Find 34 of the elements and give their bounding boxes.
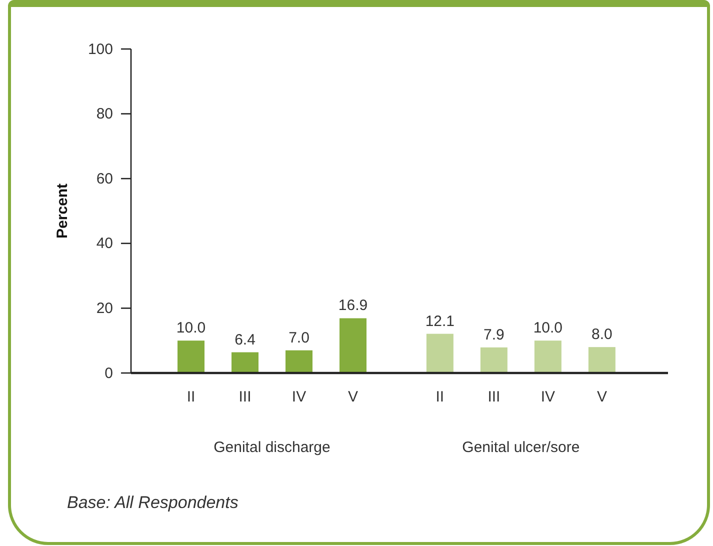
y-tick-label: 80 [96, 106, 113, 123]
data-label: 10.0 [533, 320, 563, 337]
bar [534, 340, 562, 373]
x-tick-label: IV [540, 388, 556, 406]
data-label: 12.1 [425, 312, 455, 330]
x-tick-label: V [348, 388, 358, 406]
data-label: 16.9 [338, 297, 368, 314]
data-label: 8.0 [592, 326, 612, 344]
y-tick-label: 0 [104, 364, 113, 382]
bar [286, 350, 312, 373]
data-label: 7.0 [288, 329, 310, 346]
x-tick-label: III [488, 388, 500, 406]
y-tick-label: 100 [88, 40, 113, 58]
bar [178, 340, 204, 373]
y-tick-label: 20 [96, 300, 113, 317]
data-label: 6.4 [234, 331, 256, 348]
x-tick-label: V [596, 388, 607, 406]
y-tick-label: 60 [96, 170, 113, 188]
bar [480, 347, 508, 373]
bar [588, 347, 616, 373]
x-tick-label: II [436, 388, 444, 406]
x-tick-label: II [186, 388, 196, 406]
y-tick-label: 40 [96, 235, 113, 252]
text: Base: All Respondents [67, 493, 239, 512]
y-axis-title: Percent [54, 183, 71, 239]
x-tick-label: IV [292, 388, 306, 406]
text: Genital ulcer/sore [462, 439, 580, 456]
bar [232, 352, 258, 373]
bar [340, 318, 366, 373]
x-tick-label: III [238, 388, 252, 406]
bar [426, 334, 454, 373]
data-label: 10.0 [176, 320, 206, 337]
data-label: 7.9 [484, 326, 504, 344]
text: Genital discharge [214, 439, 330, 456]
